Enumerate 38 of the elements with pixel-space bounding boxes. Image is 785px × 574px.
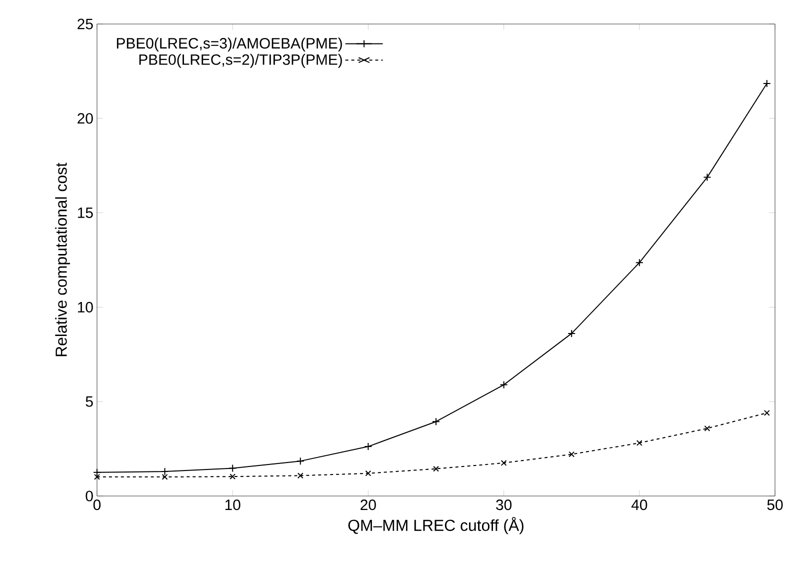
y-axis-title: Relative computational cost xyxy=(55,162,70,356)
point xyxy=(500,380,508,389)
point xyxy=(162,474,168,480)
point xyxy=(703,173,712,182)
point xyxy=(635,258,644,267)
x-tick-label: 0 xyxy=(93,500,101,510)
y-tick-label: 5 xyxy=(86,396,93,407)
point xyxy=(636,440,642,446)
point xyxy=(93,468,101,476)
point xyxy=(764,410,770,416)
x-tick-label: 50 xyxy=(767,500,783,510)
point xyxy=(160,467,169,476)
y-tick-label: 15 xyxy=(78,208,93,218)
point xyxy=(704,425,710,432)
legend-label: PBE0(LREC,s=2)/TIP3P(PME) xyxy=(139,54,342,68)
point xyxy=(500,460,507,466)
point xyxy=(228,464,237,472)
x-tick-label: 30 xyxy=(496,500,512,510)
y-tick-label: 25 xyxy=(78,18,93,30)
legend-label: PBE0(LREC,s=3)/AMOEBA(PME) xyxy=(116,38,342,52)
y-tick-label: 20 xyxy=(78,113,93,124)
point xyxy=(762,79,771,88)
point xyxy=(433,466,439,472)
x-tick-label: 20 xyxy=(360,500,376,510)
point xyxy=(568,329,576,338)
point xyxy=(297,472,304,479)
x-axis-title: QM–MM LREC cutoff (Å) xyxy=(348,516,524,534)
point xyxy=(230,474,236,480)
point xyxy=(296,457,304,466)
point xyxy=(364,442,372,451)
point xyxy=(568,451,575,458)
x-tick-label: 10 xyxy=(225,500,240,510)
y-tick-label: 10 xyxy=(78,302,93,312)
point xyxy=(94,474,100,480)
point xyxy=(365,470,372,476)
x-tick-label: 40 xyxy=(631,500,648,510)
y-tick-label: 0 xyxy=(86,490,93,502)
point xyxy=(432,418,440,426)
